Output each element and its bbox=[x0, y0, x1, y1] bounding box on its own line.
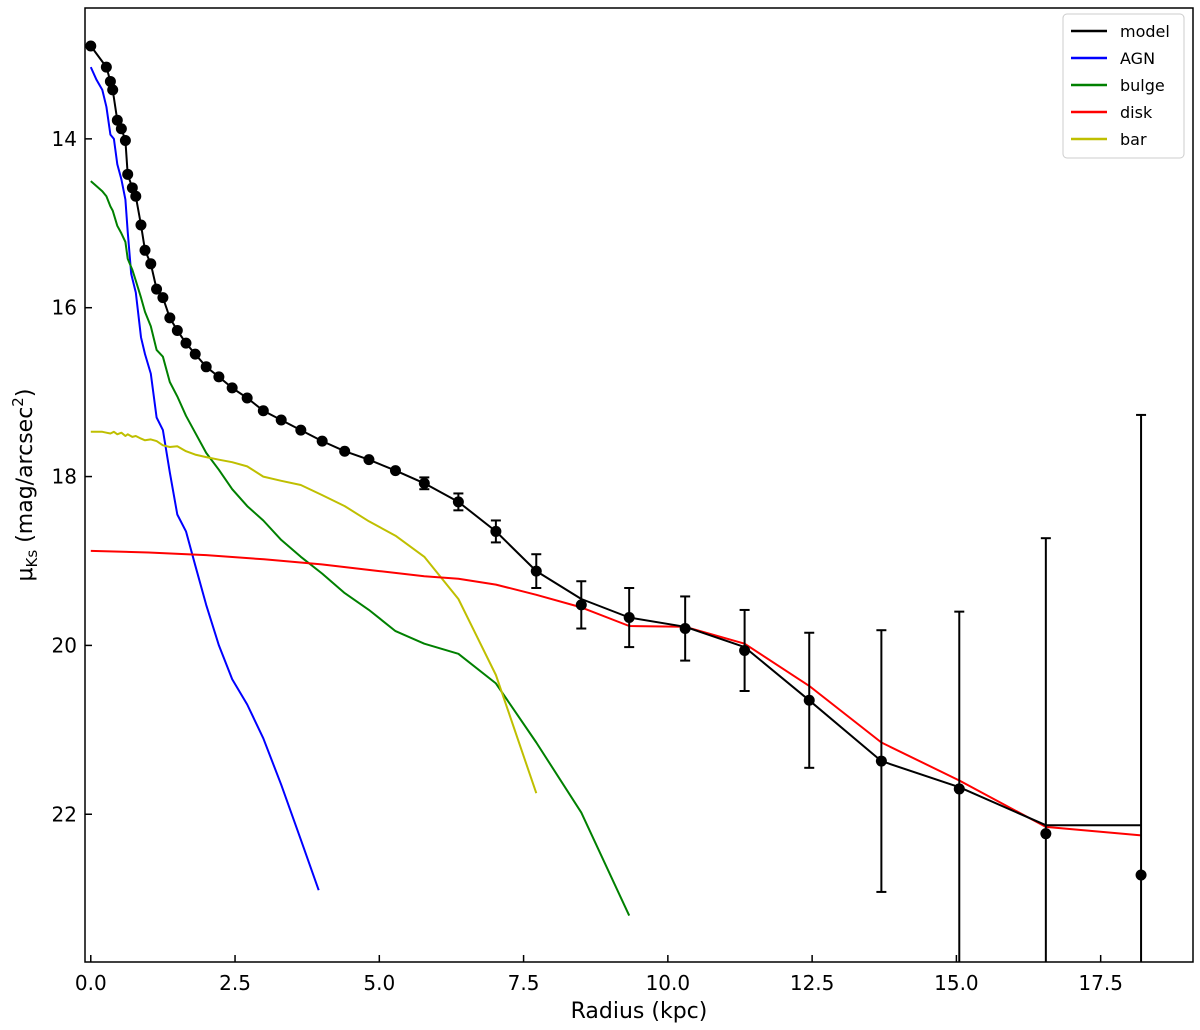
ticks-layer: 0.0 2.5 5.0 7.5 10.0 12.5 15.0 17.5 14 16 18 20 22 bbox=[52, 127, 1123, 995]
data-point bbox=[363, 454, 375, 466]
data-point bbox=[111, 114, 123, 126]
y-tick-label: 20 bbox=[52, 633, 77, 657]
y-axis-label-close: ) bbox=[13, 389, 38, 398]
data-point bbox=[1040, 828, 1052, 840]
x-tick-label: 2.5 bbox=[219, 971, 251, 995]
data-point bbox=[241, 392, 253, 404]
data-point bbox=[107, 84, 119, 96]
data-point bbox=[85, 40, 97, 52]
data-point bbox=[119, 135, 131, 147]
y-axis-label-subscript: Ks bbox=[23, 550, 41, 568]
legend-label-disk: disk bbox=[1120, 103, 1153, 122]
data-point bbox=[189, 348, 201, 360]
data-point bbox=[575, 599, 587, 611]
data-point bbox=[126, 182, 138, 194]
x-tick-label: 5.0 bbox=[363, 971, 395, 995]
legend-label-agn: AGN bbox=[1120, 49, 1155, 68]
data-point bbox=[275, 414, 287, 426]
x-tick-label: 17.5 bbox=[1078, 971, 1123, 995]
legend-label-bulge: bulge bbox=[1120, 76, 1165, 95]
observed-points-layer bbox=[85, 40, 1147, 962]
data-point bbox=[213, 371, 225, 383]
data-point bbox=[164, 312, 176, 324]
data-point bbox=[139, 244, 151, 256]
data-point bbox=[490, 525, 502, 537]
y-tick-label: 22 bbox=[52, 802, 77, 826]
y-axis-label-superscript: 2 bbox=[9, 397, 27, 407]
data-point bbox=[151, 283, 163, 295]
data-point bbox=[679, 623, 691, 635]
data-point bbox=[145, 258, 157, 270]
y-tick-label: 16 bbox=[52, 296, 77, 320]
data-point bbox=[226, 382, 238, 394]
legend-label-bar: bar bbox=[1120, 130, 1147, 149]
data-point bbox=[157, 292, 169, 304]
series-line-bar bbox=[90, 430, 538, 794]
data-point bbox=[104, 75, 116, 87]
x-tick-label: 10.0 bbox=[646, 971, 691, 995]
plot-frame bbox=[84, 7, 1194, 963]
data-point bbox=[389, 465, 401, 477]
data-point bbox=[623, 612, 635, 624]
data-point bbox=[180, 337, 192, 349]
data-point bbox=[295, 424, 307, 436]
x-tick-label: 0.0 bbox=[75, 971, 107, 995]
x-tick-label: 15.0 bbox=[934, 971, 979, 995]
data-point bbox=[1135, 869, 1147, 881]
x-tick-label: 7.5 bbox=[508, 971, 540, 995]
data-point bbox=[257, 405, 269, 417]
series-line-agn bbox=[89, 66, 320, 891]
x-tick-label: 12.5 bbox=[790, 971, 835, 995]
data-point bbox=[100, 61, 112, 73]
data-point bbox=[530, 565, 542, 577]
data-point bbox=[739, 644, 751, 656]
series-line-bulge bbox=[90, 180, 631, 917]
data-point bbox=[115, 123, 127, 135]
data-point bbox=[418, 477, 430, 489]
data-point bbox=[953, 783, 965, 795]
data-point bbox=[135, 219, 147, 231]
data-point bbox=[875, 755, 887, 767]
legend-box bbox=[1062, 13, 1185, 159]
data-point bbox=[171, 325, 183, 337]
legend: model AGN bulge disk bar bbox=[1062, 13, 1185, 159]
data-point bbox=[200, 361, 212, 373]
y-tick-label: 18 bbox=[52, 465, 77, 489]
data-point bbox=[316, 435, 328, 447]
legend-items: model AGN bulge disk bar bbox=[1071, 22, 1170, 149]
data-point bbox=[122, 168, 134, 180]
data-point bbox=[339, 445, 351, 457]
y-tick-label: 14 bbox=[52, 127, 77, 151]
data-point bbox=[803, 694, 815, 706]
data-point bbox=[130, 190, 142, 202]
y-axis-label-unit: (mag/arcsec bbox=[13, 407, 38, 550]
y-axis-label: μKs (mag/arcsec2) bbox=[9, 389, 41, 582]
y-axis-label-symbol: μ bbox=[13, 567, 38, 581]
legend-label-model: model bbox=[1120, 22, 1170, 41]
x-axis-label: Radius (kpc) bbox=[571, 999, 708, 1024]
data-point bbox=[452, 496, 464, 508]
